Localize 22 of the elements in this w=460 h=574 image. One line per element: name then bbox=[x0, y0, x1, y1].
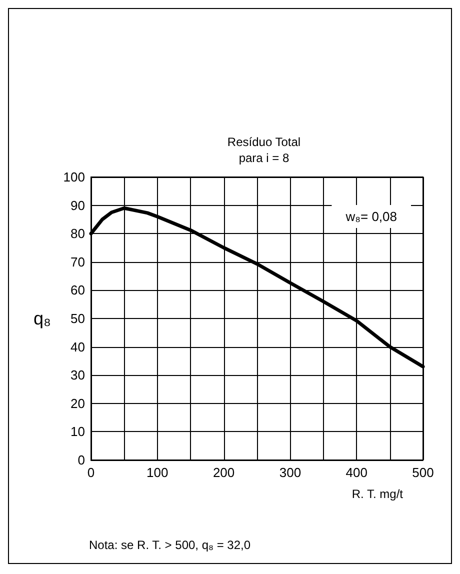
x-tick-label: 100 bbox=[146, 465, 168, 480]
y-tick-label: 50 bbox=[70, 311, 85, 326]
x-tick-label: 0 bbox=[87, 465, 95, 480]
y-tick-label: 30 bbox=[70, 368, 85, 383]
y-axis-title: q₈ bbox=[34, 308, 51, 328]
annotation: w₈= 0,08 bbox=[344, 209, 398, 224]
y-tick-label: 90 bbox=[70, 198, 85, 213]
x-tick-label: 200 bbox=[212, 465, 235, 480]
y-tick-label: 10 bbox=[70, 424, 85, 440]
y-tick-label: 80 bbox=[70, 226, 85, 242]
y-tick-label: 20 bbox=[70, 396, 85, 411]
x-tick-label: 500 bbox=[412, 465, 434, 480]
x-tick-label: 300 bbox=[279, 465, 302, 480]
y-tick-label: 60 bbox=[70, 282, 85, 298]
y-tick-label: 0 bbox=[78, 452, 85, 468]
y-tick-label: 100 bbox=[63, 170, 85, 184]
text: Nota: se R. T. > 500, q₈ = 32,0 bbox=[89, 538, 251, 552]
y-tick-label: 40 bbox=[70, 339, 85, 354]
x-tick-label: 400 bbox=[346, 465, 368, 480]
y-tick-label: 70 bbox=[70, 254, 85, 270]
chart-title: Resíduo Total para i = 8 bbox=[227, 135, 301, 165]
x-axis-title: R. T. mg/t bbox=[352, 487, 404, 501]
